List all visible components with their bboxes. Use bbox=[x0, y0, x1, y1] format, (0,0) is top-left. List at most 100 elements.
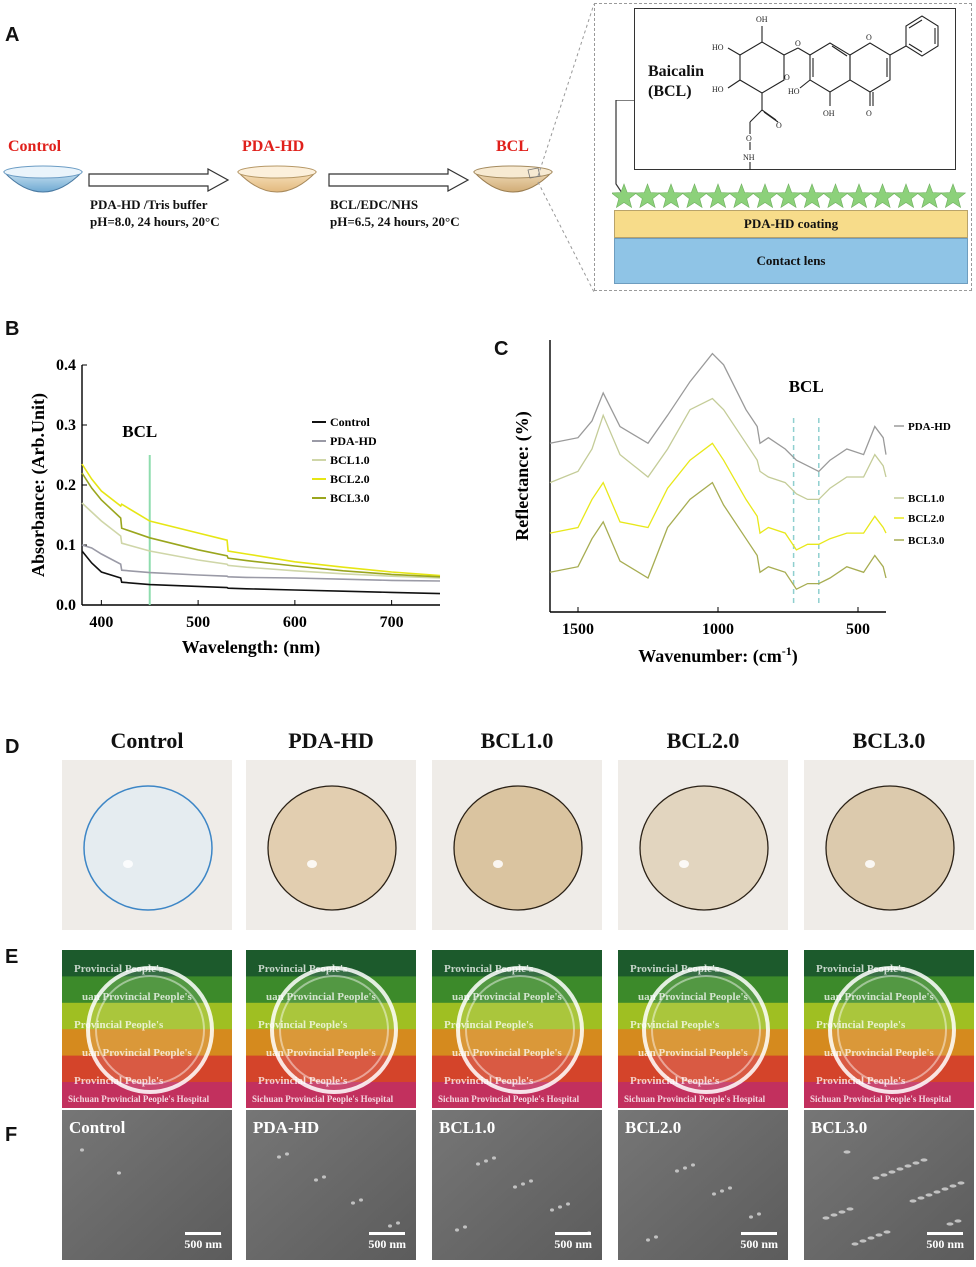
atom-o-pyran: O bbox=[866, 33, 872, 42]
well-text: Provincial People's bbox=[74, 1019, 164, 1031]
legend-label: Control bbox=[330, 415, 370, 429]
well-text: Sichuan Provincial People's Hospital bbox=[810, 1094, 952, 1104]
arrow-2-icon bbox=[328, 168, 470, 192]
panel-label-e: E bbox=[5, 946, 19, 968]
star-icon bbox=[728, 183, 755, 209]
lens-pdahd-icon bbox=[237, 165, 317, 193]
sem-image: BCL3.0 500 nm bbox=[804, 1110, 974, 1260]
legend-label: PDA-HD bbox=[330, 434, 377, 448]
well-text: uan Provincial People's bbox=[824, 991, 935, 1003]
step-2-line-1: BCL/EDC/NHS bbox=[330, 197, 419, 212]
well-ring bbox=[642, 966, 770, 1094]
y-axis-label: Reflectance: (%) bbox=[512, 411, 533, 540]
legend-label: PDA-HD bbox=[908, 421, 951, 433]
well-photo: Provincial People's uan Provincial People… bbox=[804, 950, 974, 1108]
sem-label: BCL2.0 bbox=[625, 1118, 682, 1137]
molecule-frame bbox=[634, 8, 956, 170]
sem-label: PDA-HD bbox=[253, 1118, 320, 1137]
series-line-bcl2.0 bbox=[549, 442, 887, 551]
panel-label-f: F bbox=[5, 1124, 18, 1146]
step-1-line-1: PDA-HD /Tris buffer bbox=[90, 197, 208, 212]
star-icon bbox=[798, 183, 826, 209]
lens-outline bbox=[83, 785, 213, 911]
well-ring bbox=[86, 966, 214, 1094]
lens-photo-title: BCL2.0 bbox=[666, 728, 740, 753]
series-line-bcl3.0 bbox=[549, 481, 887, 591]
star-icon bbox=[612, 183, 638, 209]
atom-oh-1: OH bbox=[756, 15, 768, 24]
lens-photo bbox=[618, 760, 788, 930]
panel-label-c: C bbox=[494, 338, 509, 360]
well-ring bbox=[270, 966, 398, 1094]
well-text: Provincial People's bbox=[630, 1019, 720, 1031]
lens-outline bbox=[639, 785, 769, 911]
lens-bcl-icon bbox=[473, 165, 553, 193]
star-icon bbox=[916, 183, 943, 209]
series-line-pda-hd bbox=[549, 352, 887, 473]
y-tick-label: 0.0 bbox=[56, 597, 76, 614]
well-ring bbox=[456, 966, 584, 1094]
scale-bar: 500 nm bbox=[554, 1232, 592, 1252]
panel-label-d: D bbox=[5, 736, 20, 758]
star-icon bbox=[751, 183, 779, 209]
scale-bar: 500 nm bbox=[184, 1232, 222, 1252]
reflectance-chart: 1500 1000 500 Wavenumber: (cm-1) Reflectance… bbox=[512, 340, 951, 667]
well-text: uan Provincial People's bbox=[452, 991, 563, 1003]
legend-label: BCL3.0 bbox=[330, 491, 370, 505]
well-text: uan Provincial People's bbox=[266, 991, 377, 1003]
star-icon bbox=[869, 183, 896, 209]
x-axis-label: Wavenumber: (cm-1) bbox=[638, 644, 797, 667]
scale-bar: 500 nm bbox=[926, 1232, 964, 1252]
x-tick-label: 1500 bbox=[562, 621, 594, 638]
well-text: Sichuan Provincial People's Hospital bbox=[252, 1094, 394, 1104]
atom-o-carbonyl: O bbox=[776, 121, 782, 130]
well-text: Provincial People's bbox=[444, 1075, 534, 1087]
lens-outline bbox=[825, 785, 955, 911]
lens-photo bbox=[62, 760, 232, 930]
well-text: Provincial People's bbox=[74, 1075, 164, 1087]
sem-image: PDA-HD 500 nm bbox=[246, 1110, 416, 1260]
bcl-annotation: BCL bbox=[789, 377, 824, 396]
star-icon bbox=[775, 183, 802, 209]
legend-label: BCL1.0 bbox=[330, 453, 370, 467]
series-line-control bbox=[81, 550, 441, 595]
scale-bar: 500 nm bbox=[740, 1232, 778, 1252]
well-text: uan Provincial People's bbox=[638, 1047, 749, 1059]
well-text: uan Provincial People's bbox=[638, 991, 749, 1003]
panel-label-a: A bbox=[5, 24, 20, 46]
lens-control-icon bbox=[3, 165, 83, 193]
star-icon bbox=[704, 183, 732, 209]
well-text: Provincial People's bbox=[258, 963, 348, 975]
well-photo: Provincial People's uan Provincial People… bbox=[246, 950, 416, 1108]
molecule-name-line-1: Baicalin bbox=[648, 63, 705, 80]
sem-image: BCL1.0 500 nm bbox=[432, 1110, 602, 1260]
star-icon bbox=[845, 183, 873, 209]
series-line-bcl1.0 bbox=[81, 502, 441, 579]
atom-o-link: O bbox=[795, 39, 801, 48]
well-text: Provincial People's bbox=[630, 1075, 720, 1087]
y-axis-label: Absorbance: (Arb.Unit) bbox=[28, 393, 49, 577]
well-text: Provincial People's bbox=[258, 1075, 348, 1087]
panel-label-b: B bbox=[5, 318, 20, 340]
x-tick-label: 400 bbox=[89, 614, 113, 631]
atom-o-ring: O bbox=[784, 73, 790, 82]
well-text: Provincial People's bbox=[444, 1019, 534, 1031]
well-text: Provincial People's bbox=[816, 1019, 906, 1031]
sem-label: Control bbox=[69, 1118, 126, 1137]
molecule-name: Baicalin (BCL) bbox=[648, 62, 704, 102]
y-tick-label: 0.4 bbox=[56, 357, 76, 374]
well-text: Provincial People's bbox=[816, 963, 906, 975]
well-text: Provincial People's bbox=[444, 963, 534, 975]
star-icon bbox=[657, 183, 685, 209]
lens-photo-title: BCL1.0 bbox=[480, 728, 554, 753]
well-text: Sichuan Provincial People's Hospital bbox=[624, 1094, 766, 1104]
well-text: Provincial People's bbox=[258, 1019, 348, 1031]
lens-photo bbox=[246, 760, 416, 930]
well-text: uan Provincial People's bbox=[82, 991, 193, 1003]
absorbance-chart: 400 500 600 700 0.0 0.1 0.2 0.3 0.4 Wavelength: (… bbox=[28, 357, 441, 658]
atom-ho-1: HO bbox=[712, 43, 724, 52]
scale-bar: 500 nm bbox=[368, 1232, 406, 1252]
pdahd-label: PDA-HD bbox=[242, 138, 305, 155]
lens-photo-title: Control bbox=[110, 728, 184, 753]
zoom-lines bbox=[537, 3, 595, 293]
